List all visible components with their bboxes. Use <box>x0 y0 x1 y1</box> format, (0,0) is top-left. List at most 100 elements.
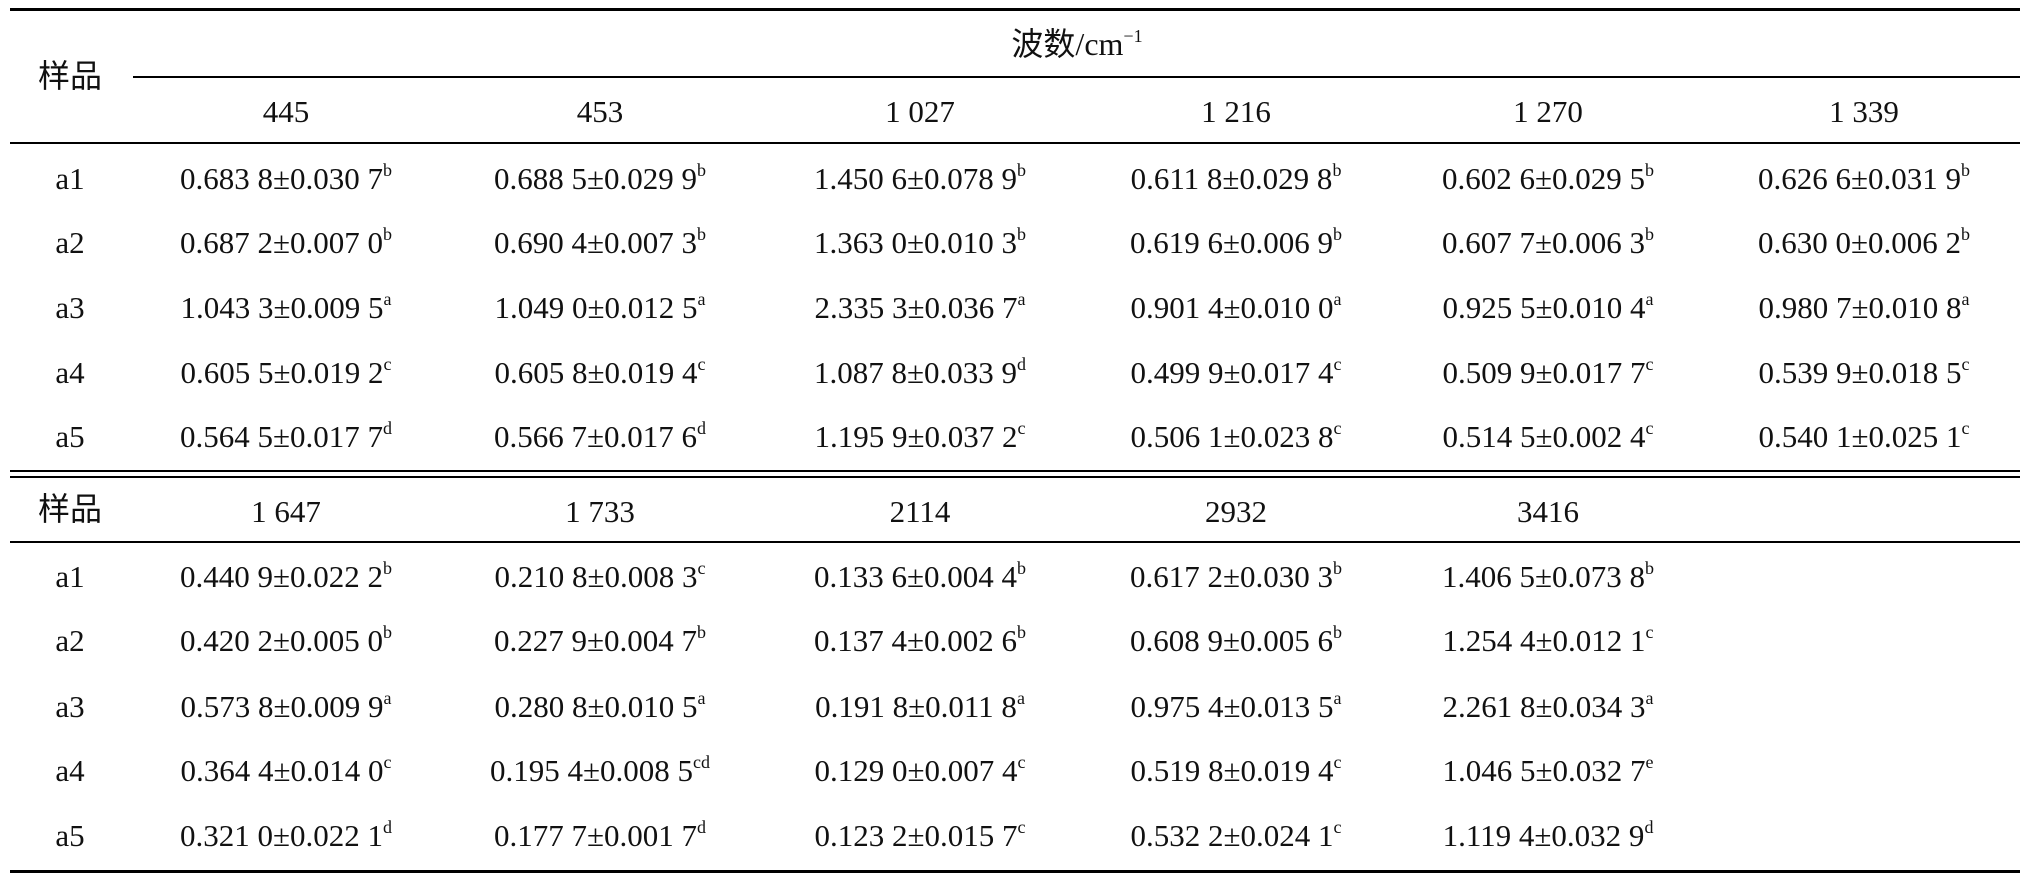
value-text: 1.254 4±0.012 1 <box>1442 623 1646 658</box>
sample-header-part2: 样品 <box>37 491 103 527</box>
value-cell: 0.506 1±0.023 8c <box>1130 419 1341 452</box>
sample-id-cell: a4 <box>55 355 85 390</box>
significance-letter: c <box>1333 817 1342 837</box>
significance-letter: c <box>697 558 706 578</box>
value-text: 0.364 4±0.014 0 <box>180 753 384 788</box>
value-cell: 0.191 8±0.011 8a <box>815 689 1025 722</box>
value-cell: 0.687 2±0.007 0b <box>179 224 393 260</box>
value-text: 1.195 9±0.037 2 <box>814 419 1018 454</box>
part2-header-rule <box>10 541 2020 543</box>
value-text: 2.261 8±0.034 3 <box>1442 689 1646 724</box>
significance-letter: d <box>1644 817 1654 837</box>
bottom-rule <box>10 870 2020 873</box>
significance-letter: b <box>1645 224 1655 244</box>
wavenumber-label: 波数/cm <box>1011 26 1124 62</box>
value-text: 0.137 4±0.002 6 <box>813 623 1018 658</box>
value-cell: 1.049 0±0.012 5a <box>494 289 706 323</box>
value-cell: 0.532 2±0.024 1c <box>1130 817 1342 851</box>
sample-id-cell: a5 <box>55 419 85 454</box>
value-cell: 1.450 6±0.078 9b <box>814 161 1026 194</box>
value-cell: 1.254 4±0.012 1c <box>1442 622 1654 658</box>
value-text: 0.602 6±0.029 5 <box>1441 161 1646 196</box>
column-header-part1: 1 216 <box>1201 94 1271 129</box>
value-cell: 0.137 4±0.002 6b <box>813 622 1027 658</box>
significance-letter: b <box>697 224 707 244</box>
value-text: 0.925 5±0.010 4 <box>1442 290 1646 325</box>
value-cell: 0.688 5±0.029 9b <box>493 160 707 196</box>
value-text: 0.573 8±0.009 9 <box>180 689 384 724</box>
value-cell: 0.177 7±0.001 7d <box>494 817 707 851</box>
value-text: 0.519 8±0.019 4 <box>1130 753 1334 788</box>
significance-letter: a <box>383 289 392 309</box>
value-cell: 0.509 9±0.017 7c <box>1442 355 1653 388</box>
value-cell: 1.363 0±0.010 3b <box>814 225 1026 258</box>
value-cell: 2.261 8±0.034 3a <box>1442 688 1654 724</box>
value-text: 0.499 9±0.017 4 <box>1130 355 1334 390</box>
value-cell: 0.123 2±0.015 7c <box>814 818 1025 851</box>
value-cell: 1.195 9±0.037 2c <box>814 418 1026 454</box>
significance-letter: c <box>1645 418 1654 438</box>
significance-letter: c <box>1333 354 1342 374</box>
significance-letter: b <box>1017 622 1027 642</box>
value-cell: 0.626 6±0.031 9b <box>1758 160 1971 194</box>
value-cell: 0.683 8±0.030 7b <box>179 160 393 196</box>
column-header-part2: 1 647 <box>251 494 321 529</box>
value-cell: 0.420 2±0.005 0b <box>180 622 393 656</box>
significance-letter: b <box>697 160 707 180</box>
value-cell: 1.046 5±0.032 7e <box>1442 753 1653 786</box>
significance-letter: a <box>1333 688 1342 708</box>
significance-letter: c <box>1961 418 1970 438</box>
column-header-part2: 1 733 <box>565 494 635 529</box>
value-text: 0.901 4±0.010 0 <box>1130 290 1334 325</box>
significance-letter: d <box>697 817 707 837</box>
significance-letter: b <box>697 622 707 642</box>
value-text: 0.688 5±0.029 9 <box>493 161 698 196</box>
significance-letter: c <box>1017 418 1026 438</box>
significance-letter: a <box>1645 289 1654 309</box>
value-text: 0.321 0±0.022 1 <box>179 818 384 853</box>
value-cell: 0.195 4±0.008 5cd <box>490 753 710 786</box>
significance-letter: c <box>1645 622 1654 642</box>
significance-letter: b <box>383 622 393 642</box>
column-header-part1: 445 <box>262 94 310 129</box>
value-cell: 0.519 8±0.019 4c <box>1130 753 1341 788</box>
column-header-part2: 2932 <box>1205 494 1267 529</box>
value-cell: 0.540 1±0.025 1c <box>1758 418 1970 452</box>
value-text: 0.687 2±0.007 0 <box>179 225 384 260</box>
value-cell: 0.980 7±0.010 8a <box>1758 290 1969 323</box>
value-cell: 1.119 4±0.032 9d <box>1443 817 1654 851</box>
sample-id-cell: a4 <box>55 753 85 788</box>
column-header-part2: 3416 <box>1517 494 1579 529</box>
value-cell: 1.087 8±0.033 9d <box>814 354 1027 388</box>
value-cell: 1.406 5±0.073 8b <box>1442 559 1654 592</box>
significance-letter: b <box>383 224 393 244</box>
significance-letter: a <box>1645 688 1654 708</box>
significance-letter: b <box>1961 160 1971 180</box>
column-header-part1: 453 <box>576 94 624 129</box>
significance-letter: d <box>1017 354 1027 374</box>
sample-id-cell: a5 <box>55 818 85 853</box>
value-text: 0.611 8±0.029 8 <box>1130 161 1333 196</box>
significance-letter: c <box>1017 752 1026 772</box>
value-cell: 0.630 0±0.006 2b <box>1758 225 1970 258</box>
value-text: 0.683 8±0.030 7 <box>179 161 384 196</box>
value-cell: 0.602 6±0.029 5b <box>1441 161 1654 196</box>
significance-letter: a <box>697 289 706 309</box>
value-cell: 0.605 5±0.019 2c <box>180 355 391 388</box>
value-cell: 0.440 9±0.022 2b <box>180 559 392 592</box>
value-cell: 0.573 8±0.009 9a <box>180 689 391 724</box>
sample-id-cell: a2 <box>55 623 85 658</box>
sample-id-cell: a3 <box>55 290 85 325</box>
sample-id-cell: a2 <box>55 225 85 260</box>
header-bottom-rule <box>10 142 2020 144</box>
value-cell: 0.566 7±0.017 6d <box>494 419 706 452</box>
significance-letter: b <box>383 160 393 180</box>
value-text: 0.619 6±0.006 9 <box>1129 225 1334 260</box>
value-text: 0.133 6±0.004 4 <box>813 559 1018 594</box>
column-header-part1: 1 339 <box>1829 94 1899 129</box>
value-cell: 0.514 5±0.002 4c <box>1442 418 1654 452</box>
value-cell: 0.608 9±0.005 6b <box>1130 623 1342 656</box>
double-rule-bottom <box>10 476 2020 478</box>
significance-letter: d <box>383 817 393 837</box>
value-cell: 0.133 6±0.004 4b <box>813 559 1026 594</box>
